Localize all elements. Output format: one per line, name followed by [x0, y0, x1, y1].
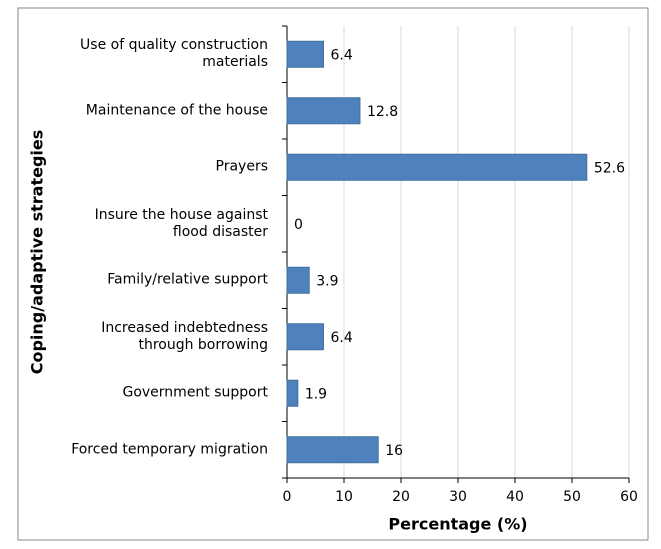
value-label: 1.9	[305, 386, 327, 402]
y-tick-label: Increased indebtedness through borrowing	[101, 319, 268, 353]
y-tick-label: Forced temporary migration	[71, 441, 268, 458]
value-label: 6.4	[330, 330, 352, 346]
value-label: 12.8	[367, 104, 398, 120]
y-tick-label: Insure the house against flood disaster	[94, 206, 268, 240]
value-label: 16	[385, 443, 403, 459]
x-tick-label: 60	[620, 489, 638, 505]
x-axis-title: Percentage (%)	[388, 515, 527, 534]
y-tick-label: Maintenance of the house	[85, 102, 268, 119]
x-tick-label: 50	[563, 489, 581, 505]
x-tick-label: 40	[506, 489, 524, 505]
y-axis-title: Coping/adaptive strategies	[28, 130, 47, 375]
value-label: 52.6	[594, 160, 625, 176]
value-label: 3.9	[316, 273, 338, 289]
bar	[286, 379, 299, 407]
chart-border	[17, 7, 649, 541]
x-tick-label: 0	[283, 489, 292, 505]
bar	[286, 153, 588, 181]
x-tick-label: 20	[392, 489, 410, 505]
x-tick-label: 10	[335, 489, 353, 505]
x-tick-label: 30	[449, 489, 467, 505]
bar	[286, 436, 379, 464]
bar	[286, 97, 361, 125]
y-tick-label: Government support	[122, 384, 268, 401]
value-label: 0	[294, 217, 303, 233]
bar	[286, 40, 324, 68]
y-tick-label: Family/relative support	[107, 271, 268, 288]
value-label: 6.4	[330, 47, 352, 63]
bar	[286, 266, 310, 294]
bar	[286, 323, 324, 351]
y-tick-label: Use of quality construction materials	[80, 37, 268, 71]
y-tick-label: Prayers	[215, 158, 268, 175]
